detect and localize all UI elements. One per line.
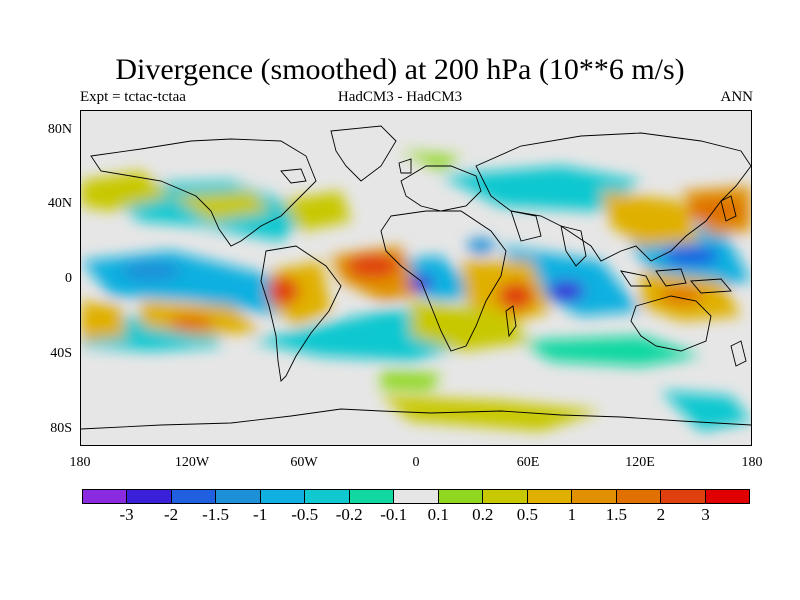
field-yellow-region bbox=[281, 191, 351, 231]
colorbar-swatch bbox=[349, 490, 395, 503]
field-cyan-region bbox=[441, 166, 641, 211]
field-yellow-region bbox=[171, 191, 271, 221]
colorbar-label: -0.5 bbox=[291, 505, 319, 524]
colorbar-label: 0.5 bbox=[516, 505, 538, 524]
colorbar-swatch bbox=[83, 490, 128, 503]
japan-coast bbox=[720, 195, 737, 222]
colorbar-label: 1.5 bbox=[605, 505, 628, 524]
australia-coast bbox=[630, 295, 712, 352]
field-orange-region bbox=[601, 191, 701, 246]
lat-label-80s: 80S bbox=[50, 421, 72, 436]
season-label: ANN bbox=[720, 89, 754, 105]
field-yellow-region bbox=[411, 301, 531, 351]
colorbar-label: 0.1 bbox=[427, 505, 449, 524]
british-isles-coast bbox=[398, 158, 412, 174]
arabia-coast bbox=[510, 210, 542, 242]
colorbar-label: 3 bbox=[701, 505, 710, 524]
colorbar-label: -1.5 bbox=[202, 505, 230, 524]
lon-label-180e: 180 bbox=[741, 455, 763, 470]
colorbar-swatch bbox=[305, 490, 350, 503]
india-coast bbox=[560, 225, 587, 267]
map-canvas bbox=[81, 111, 751, 445]
divergence-field bbox=[81, 151, 751, 431]
field-cyan-region bbox=[661, 391, 751, 431]
colorbar-label: -1 bbox=[253, 505, 268, 524]
colorbar-label: -2 bbox=[163, 505, 179, 524]
colorbar-swatch bbox=[705, 490, 750, 503]
field-red-core bbox=[169, 315, 213, 331]
field-blue-core bbox=[121, 261, 181, 281]
lon-label-0: 0 bbox=[412, 455, 420, 470]
field-red-core bbox=[267, 277, 299, 305]
colorbar-label: -3 bbox=[119, 505, 134, 524]
europe-coast bbox=[400, 165, 482, 212]
field-red-core bbox=[498, 282, 534, 310]
field-blue-core bbox=[663, 246, 719, 266]
field-yellow-region bbox=[81, 171, 171, 211]
north-america-coast bbox=[90, 138, 317, 247]
colorbar-swatch bbox=[394, 490, 439, 503]
colorbar-label: -0.1 bbox=[380, 505, 408, 524]
lon-label-120w: 120W bbox=[174, 455, 210, 470]
hudson-bay-coast bbox=[280, 168, 307, 184]
colorbar-label: 2 bbox=[656, 505, 666, 524]
lat-label-80n: 80N bbox=[47, 122, 72, 137]
colorbar-label: -0.2 bbox=[335, 505, 363, 524]
lat-label-40s: 40S bbox=[50, 346, 72, 361]
field-yellow-region bbox=[381, 396, 601, 431]
colorbar-swatch bbox=[127, 490, 172, 503]
field-blue-core bbox=[409, 275, 433, 291]
lat-label-0: 0 bbox=[65, 271, 72, 286]
lon-label-60e: 60E bbox=[516, 455, 540, 470]
plot-title: Divergence (smoothed) at 200 hPa (10**6 … bbox=[115, 53, 685, 86]
colorbar-swatch bbox=[216, 490, 261, 503]
lat-label-40n: 40N bbox=[47, 196, 72, 211]
field-blue-region bbox=[501, 246, 641, 316]
antarctica-coast bbox=[81, 408, 751, 430]
field-red-core bbox=[347, 254, 399, 278]
colorbar-swatch bbox=[661, 490, 706, 503]
colorbar-swatch bbox=[572, 490, 617, 503]
colorbar-label: 0.2 bbox=[472, 505, 494, 524]
colorbar-swatch bbox=[438, 490, 484, 503]
field-orange-region bbox=[81, 301, 126, 341]
south-america-coast bbox=[260, 245, 342, 382]
lon-label-180w: 180 bbox=[69, 455, 91, 470]
colorbar-swatch bbox=[260, 490, 306, 503]
field-lightgreen-region bbox=[381, 371, 441, 391]
colorbar bbox=[82, 489, 750, 504]
field-green-region bbox=[521, 336, 701, 366]
colorbar-swatch bbox=[483, 490, 528, 503]
model-label: HadCM3 - HadCM3 bbox=[337, 89, 463, 105]
africa-coast bbox=[380, 210, 507, 352]
coastlines bbox=[81, 125, 751, 430]
field-blue-core bbox=[548, 281, 584, 301]
madagascar-coast bbox=[505, 305, 517, 338]
new-zealand-coast bbox=[730, 340, 747, 367]
colorbar-label: 1 bbox=[567, 505, 577, 524]
lon-label-120e: 120E bbox=[625, 455, 655, 470]
divergence-map bbox=[80, 110, 752, 446]
field-red-core bbox=[686, 199, 746, 223]
experiment-label: Expt = tctac-tctaa bbox=[80, 89, 186, 105]
indonesia-coast bbox=[620, 268, 732, 294]
asia-coast bbox=[475, 132, 751, 262]
lon-label-60w: 60W bbox=[290, 455, 318, 470]
greenland-coast bbox=[330, 125, 397, 182]
colorbar-swatch bbox=[616, 490, 662, 503]
colorbar-swatch bbox=[527, 490, 573, 503]
colorbar-swatch bbox=[171, 490, 217, 503]
field-blue-core bbox=[467, 238, 495, 254]
